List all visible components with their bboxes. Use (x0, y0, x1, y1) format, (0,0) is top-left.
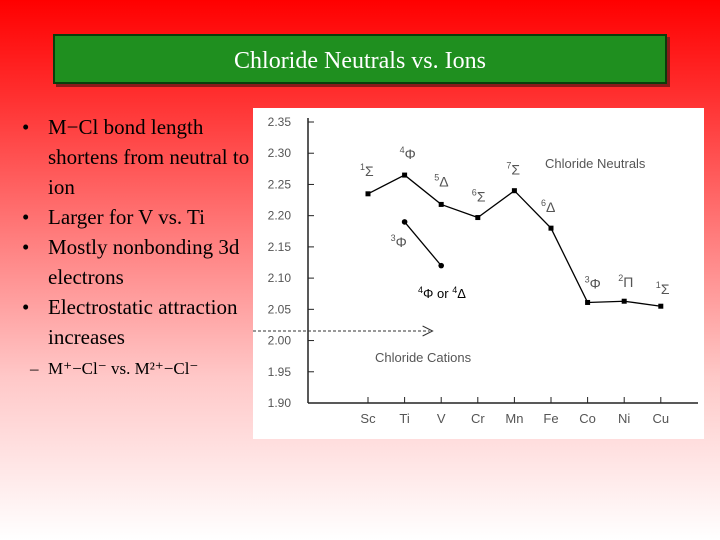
y-tick-label: 2.05 (268, 302, 292, 316)
y-tick-label: 2.20 (268, 209, 292, 223)
y-tick-label: 1.90 (268, 396, 292, 410)
data-point-neutral (585, 299, 591, 305)
y-tick-label: 1.95 (268, 365, 292, 379)
data-point-cation (401, 219, 408, 225)
y-tick-label: 2.35 (268, 115, 292, 129)
bullet-item: • Larger for V vs. Ti (20, 202, 260, 232)
bullet-item: • M−Cl bond length shortens from neutral… (20, 112, 260, 202)
point-term-label: 1Σ (360, 162, 374, 179)
data-point-neutral (548, 225, 554, 231)
point-term-label: 1Σ (656, 280, 670, 297)
data-point-neutral (658, 303, 664, 309)
data-point-neutral (438, 201, 444, 207)
x-tick-label: Ti (399, 411, 409, 426)
point-term-label: 6Σ (472, 188, 486, 205)
y-tick-label: 2.10 (268, 271, 292, 285)
slide-title: Chloride Neutrals vs. Ions (53, 34, 667, 84)
point-term-label: 6Δ (541, 198, 555, 215)
y-tick-label: 2.00 (268, 334, 292, 348)
sub-bullet-dash: – (30, 359, 39, 378)
data-point-neutral (511, 188, 517, 194)
x-tick-label: V (437, 411, 446, 426)
series-label-neutrals: Chloride Neutrals (545, 156, 646, 171)
chart-panel: 2.35 2.30 2.25 2.20 2.15 2.10 2.05 2.00 1.95 1.90… (253, 108, 704, 439)
x-tick-label: Mn (505, 411, 523, 426)
y-tick-label: 2.25 (268, 177, 292, 191)
x-tick-label: Co (579, 411, 596, 426)
bullet-text: Larger for V vs. Ti (48, 205, 205, 229)
point-term-label: 7Σ (506, 161, 520, 178)
x-tick-label: Fe (543, 411, 558, 426)
bullet-dot: • (22, 235, 30, 259)
bullet-text: Mostly nonbonding 3d electrons (48, 235, 240, 289)
data-point-neutral (475, 215, 481, 221)
series-line-neutrals (367, 174, 661, 307)
bullet-list: • M−Cl bond length shortens from neutral… (20, 112, 260, 384)
bond-length-chart: 2.35 2.30 2.25 2.20 2.15 2.10 2.05 2.00 1.95 1.90… (253, 115, 698, 426)
cation-term-label: 3Φ (391, 233, 407, 250)
x-tick-label: Ni (618, 411, 630, 426)
y-tick-label: 2.30 (268, 146, 292, 160)
bullet-item: • Electrostatic attraction increases (20, 292, 260, 352)
y-tick-label: 2.15 (268, 240, 292, 254)
series-label-cations: Chloride Cations (375, 350, 472, 365)
point-term-label: 2Π (618, 273, 633, 290)
data-point-cation (438, 262, 444, 269)
point-term-label: 4Φ (400, 145, 416, 162)
series-line-cations (404, 221, 442, 267)
bullet-dot: • (22, 295, 30, 319)
data-point-neutral (365, 191, 371, 197)
x-tick-label: Sc (360, 411, 376, 426)
x-tick-label: Cu (652, 411, 669, 426)
data-point-neutral (621, 298, 627, 304)
point-term-label: 3Φ (585, 274, 601, 291)
arrow-head (422, 325, 434, 337)
bullet-item: • Mostly nonbonding 3d electrons (20, 232, 260, 292)
bullet-text: Electrostatic attraction increases (48, 295, 238, 349)
sub-bullet-text: M⁺−Cl⁻ vs. M²⁺−Cl⁻ (48, 359, 199, 378)
point-term-label: 5Δ (434, 172, 448, 189)
data-point-neutral (402, 172, 408, 178)
annotation-label: 4Φ or 4Δ (418, 285, 466, 301)
bullet-dot: • (22, 205, 30, 229)
bullet-dot: • (22, 115, 30, 139)
bullet-text: M−Cl bond length shortens from neutral t… (48, 115, 250, 199)
x-tick-label: Cr (471, 411, 485, 426)
sub-bullet-item: – M⁺−Cl⁻ vs. M²⁺−Cl⁻ (20, 354, 260, 384)
